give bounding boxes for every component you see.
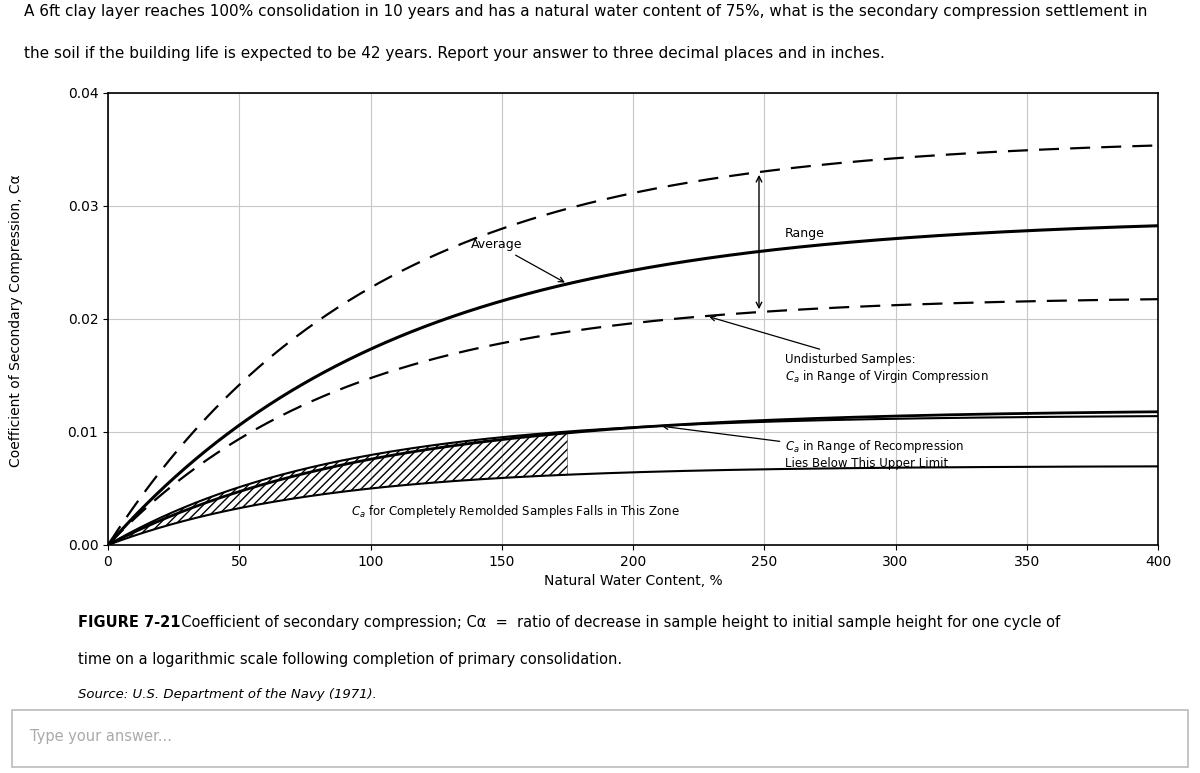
X-axis label: Natural Water Content, %: Natural Water Content, % (544, 574, 722, 588)
Text: Coefficient of Secondary Compression, Cα: Coefficient of Secondary Compression, Cα (8, 175, 23, 467)
Text: Average: Average (470, 238, 564, 282)
Text: Range: Range (785, 226, 826, 240)
Text: $C_a$ for Completely Remolded Samples Falls in This Zone: $C_a$ for Completely Remolded Samples Fa… (350, 502, 679, 519)
Text: time on a logarithmic scale following completion of primary consolidation.: time on a logarithmic scale following co… (78, 652, 622, 666)
Text: A 6ft clay layer reaches 100% consolidation in 10 years and has a natural water : A 6ft clay layer reaches 100% consolidat… (24, 4, 1147, 19)
Text: Source: U.S. Department of the Navy (1971).: Source: U.S. Department of the Navy (197… (78, 688, 377, 701)
Text: FIGURE 7-21: FIGURE 7-21 (78, 615, 180, 629)
Text: Type your answer...: Type your answer... (30, 729, 172, 744)
Text: the soil if the building life is expected to be 42 years. Report your answer to : the soil if the building life is expecte… (24, 46, 884, 61)
FancyBboxPatch shape (12, 710, 1188, 768)
Text: $C_a$ in Range of Recompression
Lies Below This Upper Limit: $C_a$ in Range of Recompression Lies Bel… (664, 424, 965, 469)
Text: Coefficient of secondary compression; Cα  =  ratio of decrease in sample height : Coefficient of secondary compression; Cα… (172, 615, 1060, 629)
Text: Undisturbed Samples:
$C_a$ in Range of Virgin Compression: Undisturbed Samples: $C_a$ in Range of V… (710, 316, 989, 385)
